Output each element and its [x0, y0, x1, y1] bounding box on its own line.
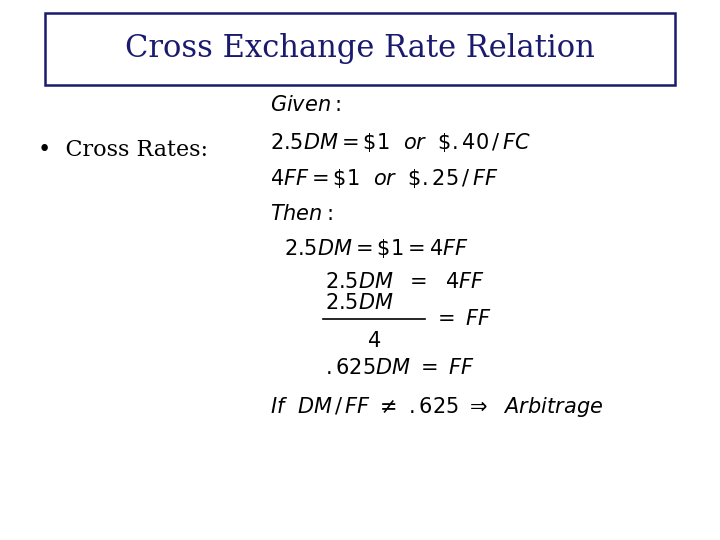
Text: $=\ \mathit{FF}$: $=\ \mathit{FF}$ [433, 309, 492, 329]
Text: $2.5\mathit{DM}$: $2.5\mathit{DM}$ [325, 293, 394, 313]
Text: $\mathit{Then}{:}$: $\mathit{Then}{:}$ [270, 204, 333, 224]
Text: $4$: $4$ [367, 331, 381, 351]
Text: $2.5\mathit{DM}\ \ =\ \ 4\mathit{FF}$: $2.5\mathit{DM}\ \ =\ \ 4\mathit{FF}$ [325, 272, 485, 292]
Text: Cross Exchange Rate Relation: Cross Exchange Rate Relation [125, 33, 595, 64]
Text: $2.5\mathit{DM} = \$1 = 4\mathit{FF}$: $2.5\mathit{DM} = \$1 = 4\mathit{FF}$ [284, 238, 469, 260]
Text: $\mathit{If}\ \ \mathit{DM}\,/\,\mathit{FF}\ \neq\ .625\ \Rightarrow\ \ \mathit{: $\mathit{If}\ \ \mathit{DM}\,/\,\mathit{… [270, 395, 603, 419]
Text: •  Cross Rates:: • Cross Rates: [38, 139, 208, 161]
Text: $\mathit{Given}{:}$: $\mathit{Given}{:}$ [270, 95, 341, 115]
Text: $4\mathit{FF} = \$1\ \ \mathit{or}\ \ \$.25\,/\,\mathit{FF}$: $4\mathit{FF} = \$1\ \ \mathit{or}\ \ \$… [270, 166, 498, 190]
Text: $.625\mathit{DM}\ =\ \mathit{FF}$: $.625\mathit{DM}\ =\ \mathit{FF}$ [325, 358, 475, 378]
FancyBboxPatch shape [45, 13, 675, 85]
Text: $2.5\mathit{DM} = \$1\ \ \mathit{or}\ \ \$.40\,/\,\mathit{FC}$: $2.5\mathit{DM} = \$1\ \ \mathit{or}\ \ … [270, 132, 531, 154]
